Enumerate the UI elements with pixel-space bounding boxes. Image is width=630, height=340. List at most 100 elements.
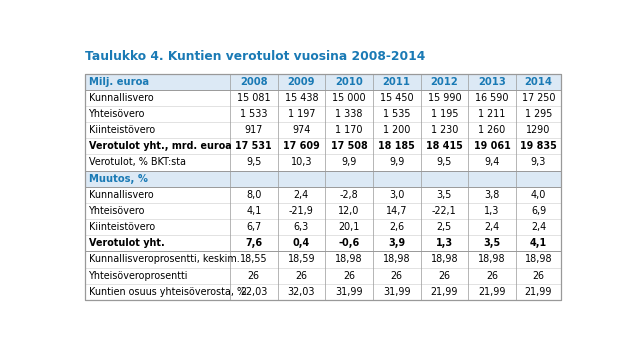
Text: 9,3: 9,3 — [531, 157, 546, 168]
Text: 19 835: 19 835 — [520, 141, 557, 151]
Text: 1 195: 1 195 — [431, 109, 458, 119]
Text: -2,8: -2,8 — [340, 190, 358, 200]
Text: 17 250: 17 250 — [522, 93, 555, 103]
Text: 4,1: 4,1 — [530, 238, 547, 248]
Text: 2014: 2014 — [525, 77, 553, 87]
Text: 16 590: 16 590 — [475, 93, 509, 103]
Text: Verotulot, % BKT:sta: Verotulot, % BKT:sta — [88, 157, 185, 168]
Text: 2008: 2008 — [240, 77, 268, 87]
Text: 18,55: 18,55 — [240, 254, 268, 265]
Text: 26: 26 — [343, 271, 355, 280]
Text: 21,99: 21,99 — [478, 287, 506, 297]
Text: 8,0: 8,0 — [246, 190, 261, 200]
Text: 26: 26 — [438, 271, 450, 280]
Text: 18,98: 18,98 — [383, 254, 411, 265]
Text: 1 211: 1 211 — [478, 109, 506, 119]
Text: 15 000: 15 000 — [332, 93, 366, 103]
Text: 9,5: 9,5 — [246, 157, 261, 168]
Text: 2,4: 2,4 — [484, 222, 500, 232]
Text: 0,4: 0,4 — [293, 238, 310, 248]
Text: Kunnallisveroprosentti, keskim.: Kunnallisveroprosentti, keskim. — [88, 254, 239, 265]
Text: 15 450: 15 450 — [380, 93, 413, 103]
Text: Verotulot yht., mrd. euroa: Verotulot yht., mrd. euroa — [88, 141, 231, 151]
Text: 1 295: 1 295 — [525, 109, 552, 119]
Bar — [84, 284, 561, 300]
Bar — [84, 219, 561, 235]
Text: 4,1: 4,1 — [246, 206, 261, 216]
Text: 18,98: 18,98 — [525, 254, 553, 265]
Text: -21,9: -21,9 — [289, 206, 314, 216]
Text: -0,6: -0,6 — [338, 238, 360, 248]
Text: 17 508: 17 508 — [331, 141, 367, 151]
Text: -22,1: -22,1 — [432, 206, 457, 216]
Bar — [84, 235, 561, 251]
Text: Yhteisöveroprosentti: Yhteisöveroprosentti — [88, 271, 188, 280]
Text: 6,3: 6,3 — [294, 222, 309, 232]
Text: Yhteisövero: Yhteisövero — [88, 206, 145, 216]
Text: 18 185: 18 185 — [379, 141, 415, 151]
Bar — [84, 73, 561, 300]
Bar — [84, 187, 561, 203]
Text: 9,4: 9,4 — [484, 157, 500, 168]
Bar — [84, 203, 561, 219]
Bar — [84, 171, 561, 187]
Text: 2,5: 2,5 — [437, 222, 452, 232]
Text: 3,9: 3,9 — [388, 238, 405, 248]
Text: 1 260: 1 260 — [478, 125, 506, 135]
Text: 917: 917 — [244, 125, 263, 135]
Text: 9,5: 9,5 — [437, 157, 452, 168]
Text: 12,0: 12,0 — [338, 206, 360, 216]
Text: 19 061: 19 061 — [474, 141, 510, 151]
Text: 2011: 2011 — [383, 77, 411, 87]
Text: 18 415: 18 415 — [426, 141, 463, 151]
Text: 21,99: 21,99 — [431, 287, 458, 297]
Text: 18,98: 18,98 — [430, 254, 458, 265]
Text: 1 170: 1 170 — [335, 125, 363, 135]
Bar — [84, 154, 561, 171]
Text: Taulukko 4. Kuntien verotulot vuosina 2008-2014: Taulukko 4. Kuntien verotulot vuosina 20… — [84, 50, 425, 63]
Text: 17 531: 17 531 — [236, 141, 272, 151]
Text: 15 990: 15 990 — [428, 93, 461, 103]
Text: 9,9: 9,9 — [341, 157, 357, 168]
Text: 6,9: 6,9 — [531, 206, 546, 216]
Text: 1 230: 1 230 — [431, 125, 458, 135]
Bar — [84, 73, 561, 90]
Text: 15 438: 15 438 — [285, 93, 318, 103]
Bar — [84, 138, 561, 154]
Text: 4,0: 4,0 — [531, 190, 546, 200]
Text: 9,9: 9,9 — [389, 157, 404, 168]
Text: 7,6: 7,6 — [245, 238, 262, 248]
Text: 1 197: 1 197 — [288, 109, 315, 119]
Text: 26: 26 — [486, 271, 498, 280]
Bar — [84, 106, 561, 122]
Text: 2,4: 2,4 — [294, 190, 309, 200]
Text: 26: 26 — [295, 271, 307, 280]
Text: Kiinteistövero: Kiinteistövero — [88, 222, 155, 232]
Text: 1 200: 1 200 — [383, 125, 410, 135]
Text: Kiinteistövero: Kiinteistövero — [88, 125, 155, 135]
Text: 1 533: 1 533 — [240, 109, 268, 119]
Bar — [84, 251, 561, 268]
Text: Verotulot yht.: Verotulot yht. — [88, 238, 164, 248]
Text: 31,99: 31,99 — [383, 287, 411, 297]
Text: 1 535: 1 535 — [383, 109, 411, 119]
Text: 2,6: 2,6 — [389, 222, 404, 232]
Text: 18,98: 18,98 — [478, 254, 506, 265]
Text: 3,0: 3,0 — [389, 190, 404, 200]
Text: 6,7: 6,7 — [246, 222, 261, 232]
Text: 26: 26 — [391, 271, 403, 280]
Bar — [84, 122, 561, 138]
Bar — [84, 268, 561, 284]
Text: 15 081: 15 081 — [237, 93, 271, 103]
Text: Kuntien osuus yhteisöverosta, %: Kuntien osuus yhteisöverosta, % — [88, 287, 246, 297]
Text: Yhteisövero: Yhteisövero — [88, 109, 145, 119]
Text: 21,99: 21,99 — [525, 287, 553, 297]
Text: 974: 974 — [292, 125, 311, 135]
Text: 10,3: 10,3 — [290, 157, 312, 168]
Text: 18,98: 18,98 — [335, 254, 363, 265]
Text: 1290: 1290 — [526, 125, 551, 135]
Text: 26: 26 — [532, 271, 544, 280]
Text: 3,8: 3,8 — [484, 190, 500, 200]
Text: 2013: 2013 — [478, 77, 506, 87]
Text: Muutos, %: Muutos, % — [88, 174, 147, 184]
